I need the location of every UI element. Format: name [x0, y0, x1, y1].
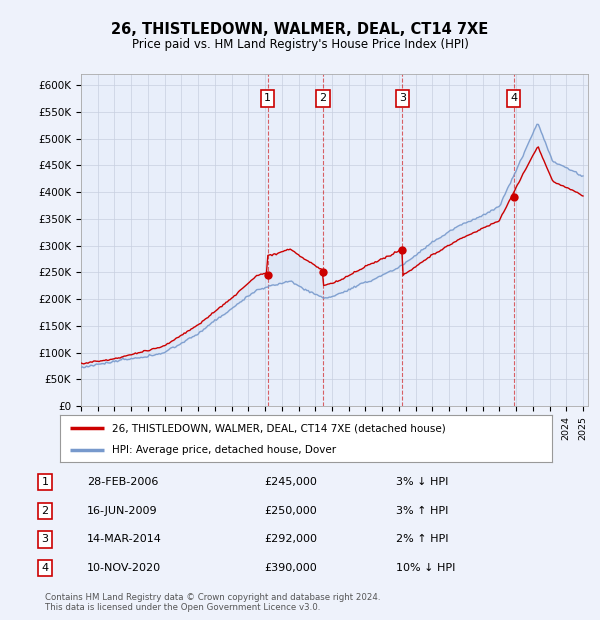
Text: 2: 2	[319, 94, 326, 104]
Text: £292,000: £292,000	[264, 534, 317, 544]
Text: £245,000: £245,000	[264, 477, 317, 487]
Text: 10-NOV-2020: 10-NOV-2020	[87, 563, 161, 573]
Text: 26, THISTLEDOWN, WALMER, DEAL, CT14 7XE: 26, THISTLEDOWN, WALMER, DEAL, CT14 7XE	[112, 22, 488, 37]
Text: HPI: Average price, detached house, Dover: HPI: Average price, detached house, Dove…	[112, 445, 336, 455]
Text: £390,000: £390,000	[264, 563, 317, 573]
Text: Price paid vs. HM Land Registry's House Price Index (HPI): Price paid vs. HM Land Registry's House …	[131, 38, 469, 51]
Text: 3: 3	[41, 534, 49, 544]
Text: £250,000: £250,000	[264, 506, 317, 516]
Text: Contains HM Land Registry data © Crown copyright and database right 2024.
This d: Contains HM Land Registry data © Crown c…	[45, 593, 380, 613]
Text: 28-FEB-2006: 28-FEB-2006	[87, 477, 158, 487]
Text: 3: 3	[399, 94, 406, 104]
Text: 2% ↑ HPI: 2% ↑ HPI	[396, 534, 449, 544]
Text: 3% ↓ HPI: 3% ↓ HPI	[396, 477, 448, 487]
Text: 14-MAR-2014: 14-MAR-2014	[87, 534, 162, 544]
Text: 16-JUN-2009: 16-JUN-2009	[87, 506, 158, 516]
Text: 1: 1	[264, 94, 271, 104]
Text: 26, THISTLEDOWN, WALMER, DEAL, CT14 7XE (detached house): 26, THISTLEDOWN, WALMER, DEAL, CT14 7XE …	[112, 423, 445, 433]
Text: 10% ↓ HPI: 10% ↓ HPI	[396, 563, 455, 573]
Text: 4: 4	[41, 563, 49, 573]
Text: 3% ↑ HPI: 3% ↑ HPI	[396, 506, 448, 516]
Text: 2: 2	[41, 506, 49, 516]
Text: 4: 4	[510, 94, 517, 104]
Text: 1: 1	[41, 477, 49, 487]
